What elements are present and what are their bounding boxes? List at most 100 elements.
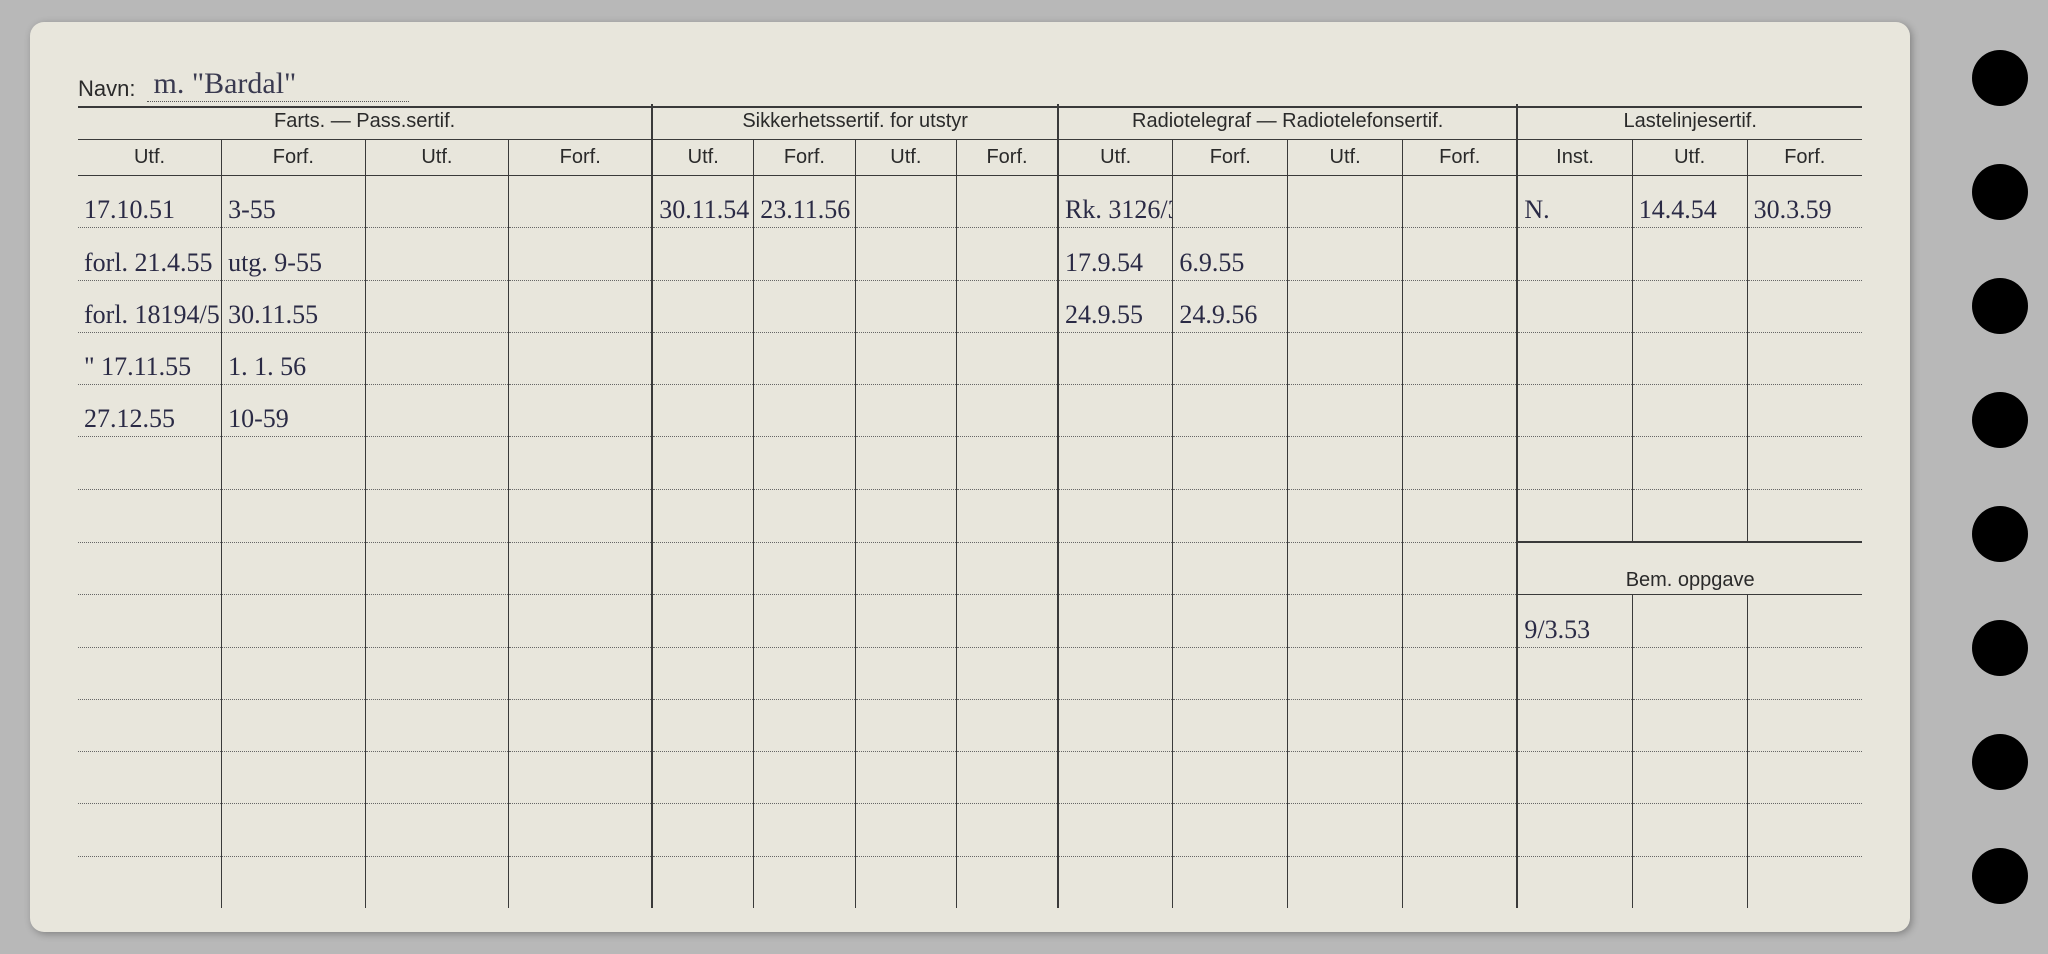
cell (652, 228, 753, 280)
cell (1173, 647, 1288, 699)
sub-forf: Forf. (509, 140, 653, 176)
cell (1288, 176, 1403, 228)
cell (1288, 595, 1403, 647)
cell (509, 542, 653, 595)
cell (1173, 542, 1288, 595)
cell (754, 595, 855, 647)
cell (1058, 332, 1173, 384)
cell (1173, 332, 1288, 384)
bem-cell (1747, 856, 1862, 908)
cell (754, 752, 855, 804)
cell (1403, 280, 1518, 332)
sub-forf: Forf. (1403, 140, 1518, 176)
cell (1632, 332, 1747, 384)
table-row (78, 489, 1862, 542)
certificate-table-wrap: Farts. — Pass.sertif. Sikkerhetssertif. … (78, 104, 1862, 908)
bem-cell (1517, 699, 1632, 751)
header-laste: Lastelinjesertif. (1517, 104, 1862, 140)
cell: 24.9.55 (1058, 280, 1173, 332)
cell (78, 489, 222, 542)
sub-header-row: Utf. Forf. Utf. Forf. Utf. Forf. Utf. Fo… (78, 140, 1862, 176)
cell: Rk. 3126/39 (1058, 176, 1173, 228)
cell (222, 752, 366, 804)
cell (754, 647, 855, 699)
cell (1632, 437, 1747, 489)
cell (365, 752, 509, 804)
cell (1173, 699, 1288, 751)
bem-cell (1632, 699, 1747, 751)
cell (78, 647, 222, 699)
bem-cell (1517, 804, 1632, 856)
cell (1288, 752, 1403, 804)
header-radio: Radiotelegraf — Radiotelefonsertif. (1058, 104, 1517, 140)
cell (1517, 280, 1632, 332)
cell (957, 489, 1058, 542)
cell (855, 385, 956, 437)
bem-cell (1632, 752, 1747, 804)
cell (509, 437, 653, 489)
cell (365, 647, 509, 699)
cell (78, 595, 222, 647)
cell (1058, 856, 1173, 908)
cell: 23.11.56 (754, 176, 855, 228)
hole-icon (1972, 392, 2028, 448)
cell (957, 542, 1058, 595)
table-body: 17.10.51 3-55 30.11.54 23.11.56 Rk. 3126… (78, 176, 1862, 909)
cell: 6.9.55 (1173, 228, 1288, 280)
cell (754, 332, 855, 384)
cell (855, 437, 956, 489)
cell (1288, 699, 1403, 751)
cell (957, 699, 1058, 751)
bem-cell (1632, 804, 1747, 856)
sub-forf: Forf. (957, 140, 1058, 176)
table-row: 27.12.55 10-59 (78, 385, 1862, 437)
bem-cell: 9/3.53 (1517, 595, 1632, 647)
cell (652, 595, 753, 647)
cell (1403, 647, 1518, 699)
sub-utf: Utf. (652, 140, 753, 176)
cell (509, 332, 653, 384)
cell (1058, 752, 1173, 804)
bem-cell (1632, 856, 1747, 908)
cell (1173, 489, 1288, 542)
cell (1288, 332, 1403, 384)
cell (652, 856, 753, 908)
hole-icon (1972, 506, 2028, 562)
sub-forf: Forf. (222, 140, 366, 176)
cell (1517, 228, 1632, 280)
table-row (78, 856, 1862, 908)
cell (1058, 542, 1173, 595)
cell (509, 699, 653, 751)
cell (754, 699, 855, 751)
hole-icon (1972, 164, 2028, 220)
cell (1288, 542, 1403, 595)
cell: " 17.11.55 (78, 332, 222, 384)
cell (1173, 176, 1288, 228)
cell (1403, 385, 1518, 437)
cell (855, 752, 956, 804)
cell (1403, 699, 1518, 751)
cell (855, 595, 956, 647)
cell (855, 489, 956, 542)
table-row (78, 699, 1862, 751)
cell: 10-59 (222, 385, 366, 437)
bem-cell (1747, 804, 1862, 856)
name-value: m. "Bardal" (147, 67, 409, 102)
cell (855, 280, 956, 332)
sub-utf: Utf. (855, 140, 956, 176)
bem-cell (1517, 647, 1632, 699)
cell (1747, 437, 1862, 489)
cell (652, 280, 753, 332)
cell (365, 699, 509, 751)
cell (365, 437, 509, 489)
cell (222, 647, 366, 699)
cell (1288, 856, 1403, 908)
cell (754, 437, 855, 489)
cell (1632, 385, 1747, 437)
cell (1173, 595, 1288, 647)
cell (1517, 332, 1632, 384)
sub-forf: Forf. (1173, 140, 1288, 176)
bem-cell (1517, 856, 1632, 908)
cell (652, 332, 753, 384)
cell (855, 228, 956, 280)
